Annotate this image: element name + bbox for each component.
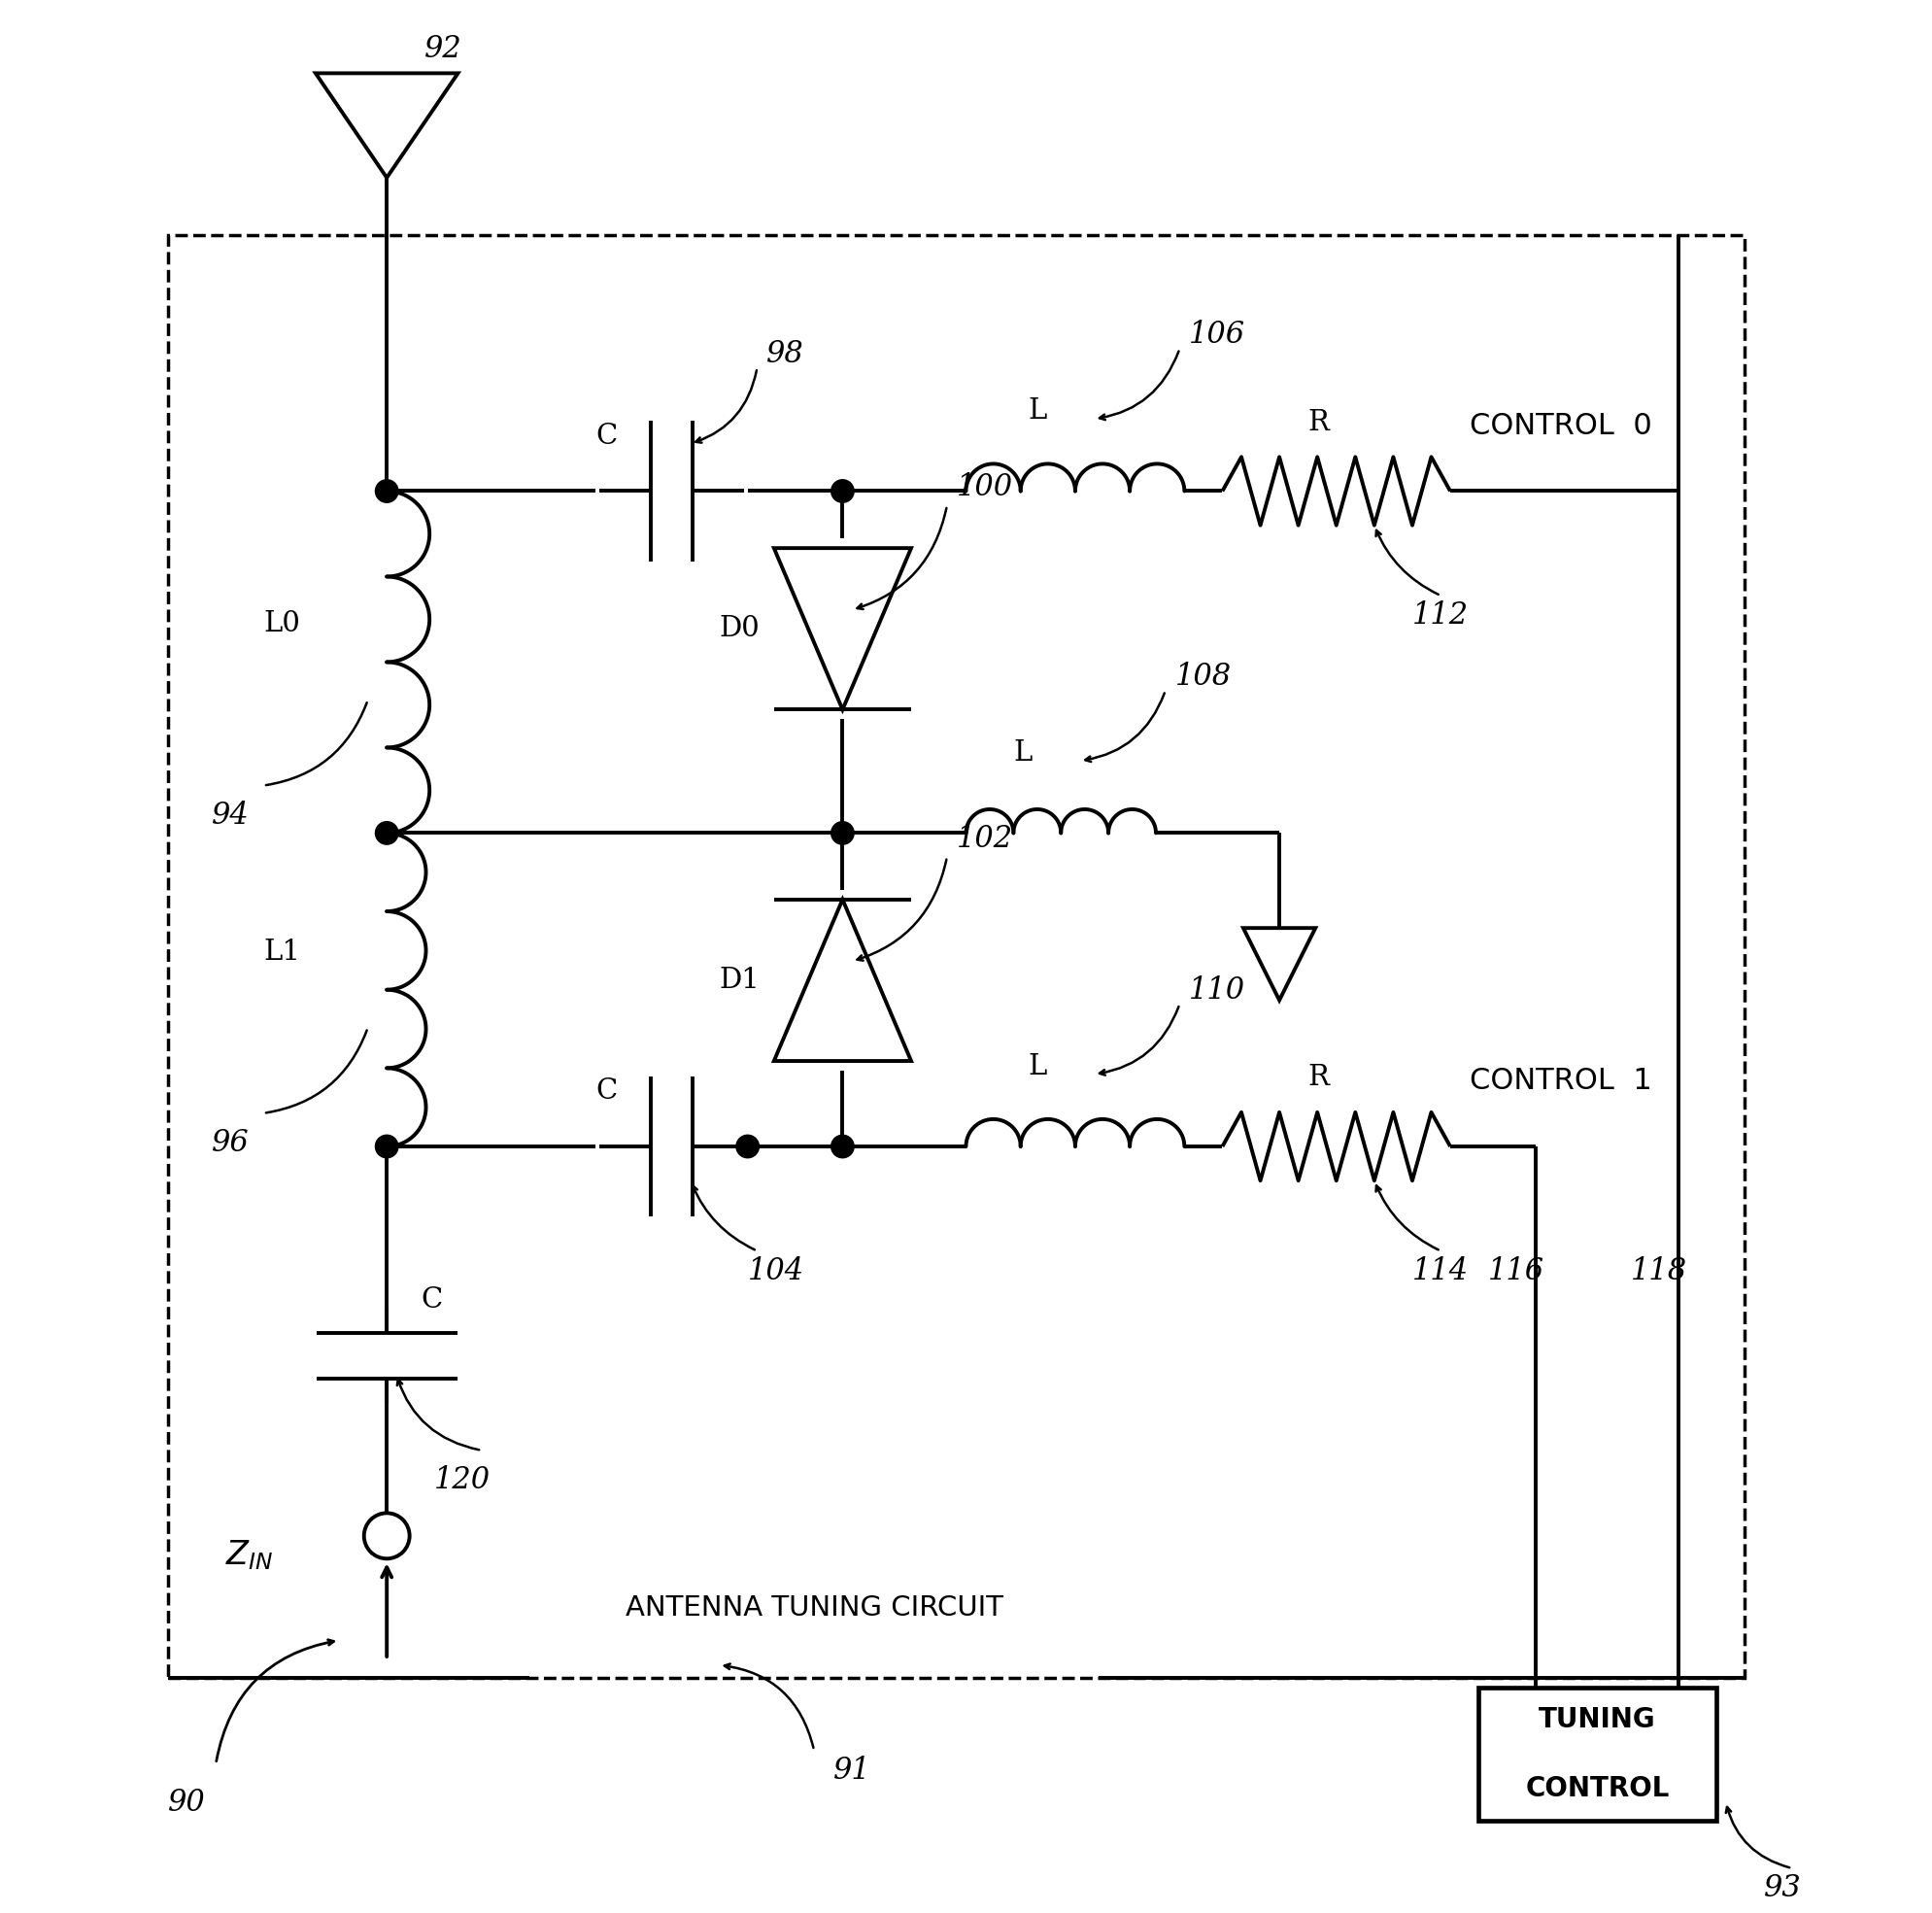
Text: C: C xyxy=(421,1287,442,1314)
Text: 100: 100 xyxy=(956,473,1012,503)
Text: 118: 118 xyxy=(1631,1257,1687,1286)
Text: L: L xyxy=(1028,398,1047,425)
Text: 92: 92 xyxy=(425,34,462,63)
Circle shape xyxy=(831,480,854,503)
Text: ANTENNA TUNING CIRCUIT: ANTENNA TUNING CIRCUIT xyxy=(626,1594,1003,1622)
Circle shape xyxy=(736,1134,759,1157)
Bar xyxy=(1478,1687,1716,1821)
Text: C: C xyxy=(595,1077,618,1106)
Circle shape xyxy=(375,823,398,844)
Text: 120: 120 xyxy=(435,1465,491,1496)
Text: TUNING: TUNING xyxy=(1540,1706,1656,1733)
Text: D1: D1 xyxy=(719,966,759,995)
Text: 104: 104 xyxy=(748,1257,804,1286)
Text: 108: 108 xyxy=(1175,662,1231,693)
Circle shape xyxy=(375,1134,398,1157)
Text: CONTROL: CONTROL xyxy=(1526,1775,1669,1802)
Text: 114: 114 xyxy=(1412,1257,1468,1286)
Text: L: L xyxy=(1028,1052,1047,1081)
Circle shape xyxy=(831,823,854,844)
Text: 96: 96 xyxy=(213,1129,249,1157)
Circle shape xyxy=(375,480,398,503)
Text: D0: D0 xyxy=(719,616,759,643)
Text: 94: 94 xyxy=(213,800,249,830)
Text: $Z_{IN}$: $Z_{IN}$ xyxy=(226,1538,272,1572)
Text: 112: 112 xyxy=(1412,601,1468,631)
Text: 93: 93 xyxy=(1764,1873,1801,1903)
Text: L1: L1 xyxy=(263,937,299,966)
Text: 102: 102 xyxy=(956,825,1012,853)
Text: 106: 106 xyxy=(1188,319,1246,350)
Circle shape xyxy=(831,1134,854,1157)
Text: 110: 110 xyxy=(1188,976,1246,1004)
Circle shape xyxy=(363,1513,410,1559)
Text: 91: 91 xyxy=(833,1756,871,1787)
Bar xyxy=(168,235,1745,1678)
Text: L0: L0 xyxy=(263,610,299,637)
Text: 116: 116 xyxy=(1488,1257,1546,1286)
Text: CONTROL  1: CONTROL 1 xyxy=(1468,1067,1652,1096)
Text: R: R xyxy=(1308,409,1329,436)
Text: CONTROL  0: CONTROL 0 xyxy=(1468,411,1652,440)
Text: R: R xyxy=(1308,1064,1329,1092)
Text: 90: 90 xyxy=(168,1789,207,1817)
Text: L: L xyxy=(1014,740,1032,767)
Text: C: C xyxy=(595,423,618,450)
Text: 98: 98 xyxy=(767,339,804,369)
